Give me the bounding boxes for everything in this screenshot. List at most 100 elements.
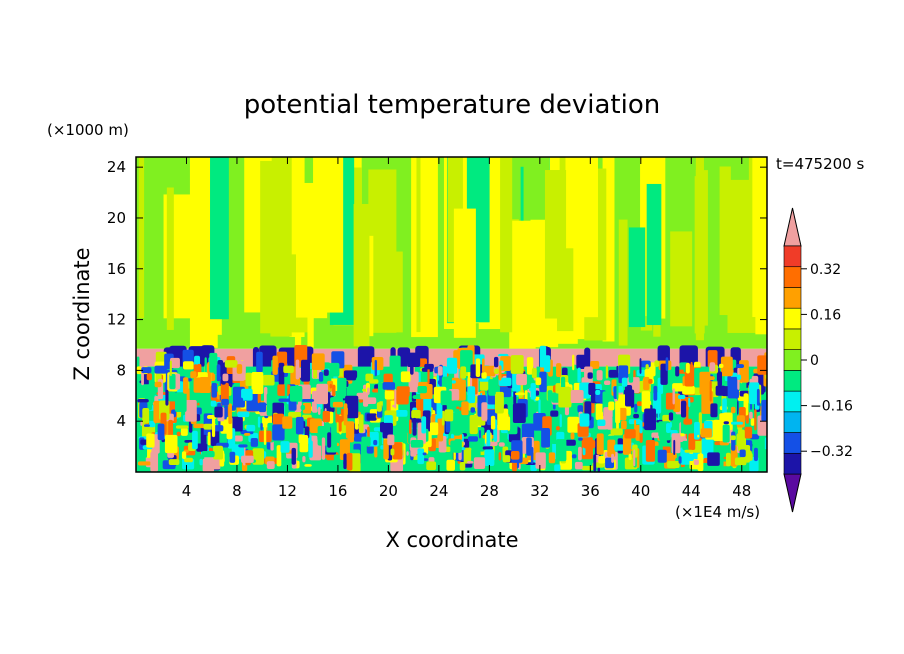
mixed-patch [470, 407, 476, 413]
mixed-patch [301, 359, 311, 382]
mixed-patch [382, 382, 396, 390]
mixed-patch [526, 437, 532, 456]
mixed-patch [624, 385, 633, 407]
mixed-patch [216, 364, 221, 382]
mixed-patch [302, 456, 306, 463]
mixed-patch [571, 454, 577, 459]
time-label: t=475200 s [776, 155, 864, 173]
mixed-patch [347, 430, 354, 443]
mixed-patch [597, 467, 601, 472]
plot-frame [135, 156, 768, 473]
mixed-patch [332, 384, 336, 397]
mixed-patch [468, 436, 479, 442]
mixed-patch [176, 431, 181, 437]
upper-streak [719, 166, 731, 316]
colorbar-swatch [783, 390, 802, 413]
mixed-patch [356, 392, 368, 400]
mixed-patch [672, 383, 684, 392]
mixed-patch [481, 372, 487, 379]
mixed-patch [302, 402, 312, 414]
mixed-patch [567, 416, 580, 433]
mixed-patch [417, 386, 427, 394]
mixed-patch [720, 356, 733, 377]
mixed-patch [744, 426, 753, 439]
upper-streak [575, 157, 598, 318]
mixed-patch [358, 399, 364, 403]
mixed-patch [688, 433, 696, 451]
mixed-patch [327, 432, 332, 448]
mixed-patch [412, 417, 417, 436]
colorbar-upper-arrow [783, 207, 802, 247]
mixed-patch [685, 362, 690, 374]
mixed-patch [543, 355, 551, 373]
colorbar-swatch [783, 307, 802, 330]
mixed-patch [192, 430, 198, 450]
mixed-patch [570, 390, 584, 404]
mixed-patch [688, 397, 691, 408]
mixed-patch [684, 449, 694, 453]
mixed-patch [383, 439, 389, 460]
mixed-patch [510, 450, 520, 460]
y-tick-label: 24 [107, 158, 126, 176]
mixed-patch [234, 435, 243, 442]
mixed-patch [493, 356, 499, 368]
mixed-patch [717, 371, 723, 387]
mixed-patch [556, 363, 562, 378]
mixed-patch [210, 400, 217, 407]
mixed-patch [304, 464, 312, 467]
mixed-patch [276, 445, 282, 467]
mixed-patch [494, 391, 504, 414]
mixed-patch [560, 376, 566, 389]
mixed-patch [337, 377, 347, 399]
upper-streak [166, 187, 174, 330]
mixed-patch [581, 465, 594, 471]
mixed-patch [193, 423, 205, 429]
mixed-patch [535, 452, 546, 469]
mixed-patch [736, 415, 745, 428]
mixed-patch [338, 420, 342, 432]
mixed-patch [199, 458, 203, 466]
mixed-patch [273, 413, 285, 426]
mixed-patch [645, 439, 656, 462]
y-unit-label: (×1000 m) [47, 121, 129, 139]
mixed-patch [365, 373, 374, 382]
colorbar-swatch [783, 287, 802, 309]
upper-streak [138, 157, 145, 319]
contour-field [136, 157, 767, 472]
mixed-patch [659, 430, 671, 441]
mixed-patch [175, 425, 189, 429]
mixed-patch [766, 443, 767, 464]
mixed-patch [230, 416, 243, 432]
mixed-patch [322, 410, 330, 423]
mixed-patch [417, 448, 425, 465]
mixed-patch [709, 362, 716, 372]
mixed-patch [497, 408, 509, 431]
colorbar-swatch [783, 370, 802, 392]
mixed-patch [141, 363, 144, 386]
mixed-patch [409, 419, 412, 435]
x-tick-label: 44 [682, 482, 701, 500]
mixed-patch [461, 401, 469, 416]
mixed-patch [610, 428, 623, 436]
mixed-patch [367, 387, 370, 395]
mixed-patch [482, 446, 494, 450]
upper-streak [353, 204, 370, 347]
mixed-patch [707, 452, 720, 466]
mixed-patch [531, 368, 537, 379]
mixed-patch [639, 420, 643, 434]
colorbar-swatch [783, 452, 802, 475]
mixed-patch [392, 404, 396, 408]
colorbar-tick-label: −0.16 [810, 399, 853, 415]
mixed-patch [587, 372, 593, 379]
mixed-patch [665, 357, 669, 371]
mixed-patch [651, 432, 661, 439]
y-tick-label: 12 [107, 311, 126, 329]
mixed-patch [361, 436, 371, 447]
mixed-patch [308, 440, 313, 458]
upper-streak [453, 208, 476, 338]
mixed-patch [323, 369, 329, 376]
mixed-patch [574, 461, 583, 470]
mixed-patch [622, 434, 632, 455]
x-tick-label: 32 [530, 482, 549, 500]
mixed-patch [633, 413, 639, 419]
